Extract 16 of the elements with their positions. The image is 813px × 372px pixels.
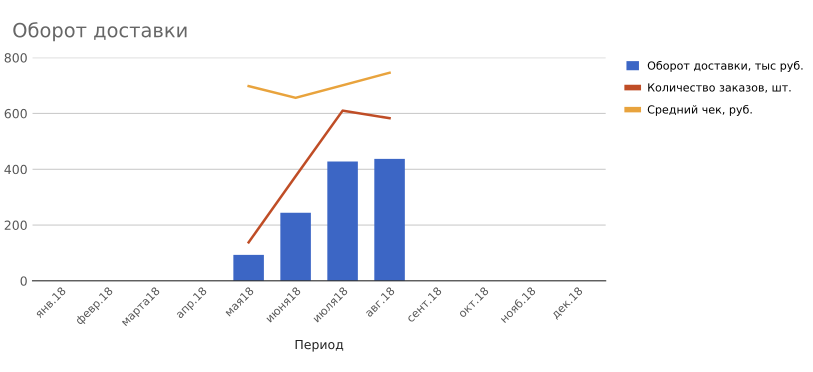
- legend-label: Оборот доставки, тыс руб.: [648, 60, 803, 72]
- bar: [327, 161, 358, 281]
- x-axis-title: Период: [296, 340, 344, 352]
- bar: [374, 158, 405, 281]
- chart-title: Оборот доставки: [13, 22, 186, 42]
- legend-label: Количество заказов, шт.: [648, 83, 791, 93]
- y-tick-label: 0: [20, 276, 27, 286]
- line-series: [247, 109, 391, 244]
- bar: [233, 254, 264, 281]
- bar: [280, 212, 311, 281]
- y-tick-label: 400: [4, 164, 27, 174]
- legend-label: Средний чек, руб.: [648, 104, 752, 116]
- y-tick-label: 200: [4, 220, 27, 230]
- line-series: [247, 71, 391, 100]
- y-tick-label: 600: [4, 108, 27, 118]
- y-tick-label: 800: [4, 53, 27, 63]
